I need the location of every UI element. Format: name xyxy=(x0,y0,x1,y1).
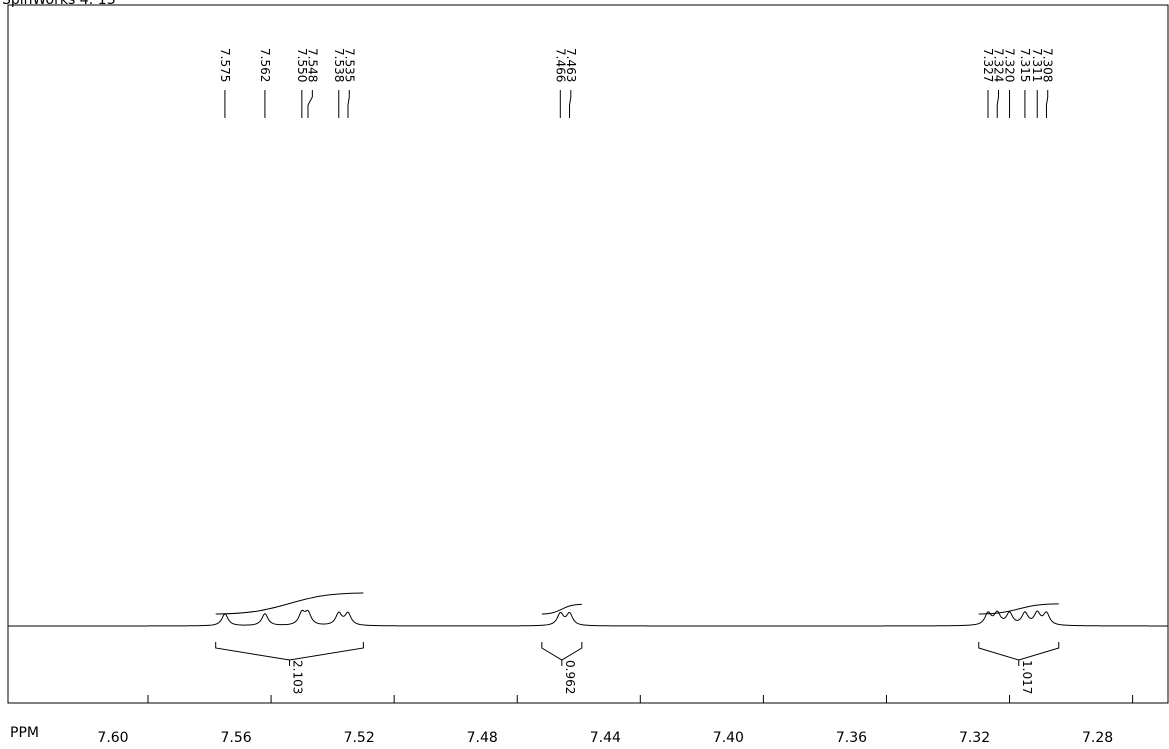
integral-label: 2.103 xyxy=(291,660,305,694)
peak-label: 7.562 xyxy=(258,48,272,82)
peak-marker xyxy=(347,90,350,118)
integral-bracket xyxy=(215,642,364,661)
peak-marker xyxy=(569,90,572,118)
integral-bracket xyxy=(541,642,583,661)
integral-bracket xyxy=(978,642,1060,661)
x-tick-label: 7.44 xyxy=(590,730,621,746)
peak-label: 7.324 xyxy=(992,48,1006,82)
integral-label: 0.962 xyxy=(563,660,577,694)
peak-label: 7.308 xyxy=(1041,48,1055,82)
integral-curve xyxy=(215,592,364,615)
x-tick-label: 7.56 xyxy=(220,730,251,746)
x-tick-label: 7.32 xyxy=(959,730,990,746)
peak-label: 7.535 xyxy=(342,48,356,82)
peak-label: 7.463 xyxy=(564,48,578,82)
peak-label: 7.538 xyxy=(332,48,346,82)
peak-label: 7.311 xyxy=(1030,48,1044,82)
peak-label: 7.466 xyxy=(553,48,567,82)
peak-label: 7.320 xyxy=(1003,48,1017,82)
peak-label: 7.550 xyxy=(295,48,309,82)
x-tick-label: 7.48 xyxy=(467,730,498,746)
x-tick-label: 7.60 xyxy=(97,730,128,746)
x-tick-label: 7.40 xyxy=(713,730,744,746)
peak-marker xyxy=(1045,90,1049,118)
integral-label: 1.017 xyxy=(1020,660,1034,694)
spectrum-trace xyxy=(8,609,1168,627)
peak-marker xyxy=(307,90,313,118)
peak-label: 7.327 xyxy=(981,48,995,82)
x-axis-label: PPM xyxy=(10,725,39,741)
peak-label: 7.315 xyxy=(1018,48,1032,82)
window-title: SpinWorks 4: 13 xyxy=(2,0,116,8)
x-tick-label: 7.36 xyxy=(836,730,867,746)
plot-frame xyxy=(7,4,1169,704)
integral-curve xyxy=(541,603,582,615)
peak-marker xyxy=(996,90,999,118)
peak-label: 7.575 xyxy=(218,48,232,82)
peak-label: 7.548 xyxy=(305,48,319,82)
x-tick-label: 7.52 xyxy=(344,730,375,746)
x-tick-label: 7.28 xyxy=(1082,730,1113,746)
integral-curve xyxy=(978,603,1059,615)
